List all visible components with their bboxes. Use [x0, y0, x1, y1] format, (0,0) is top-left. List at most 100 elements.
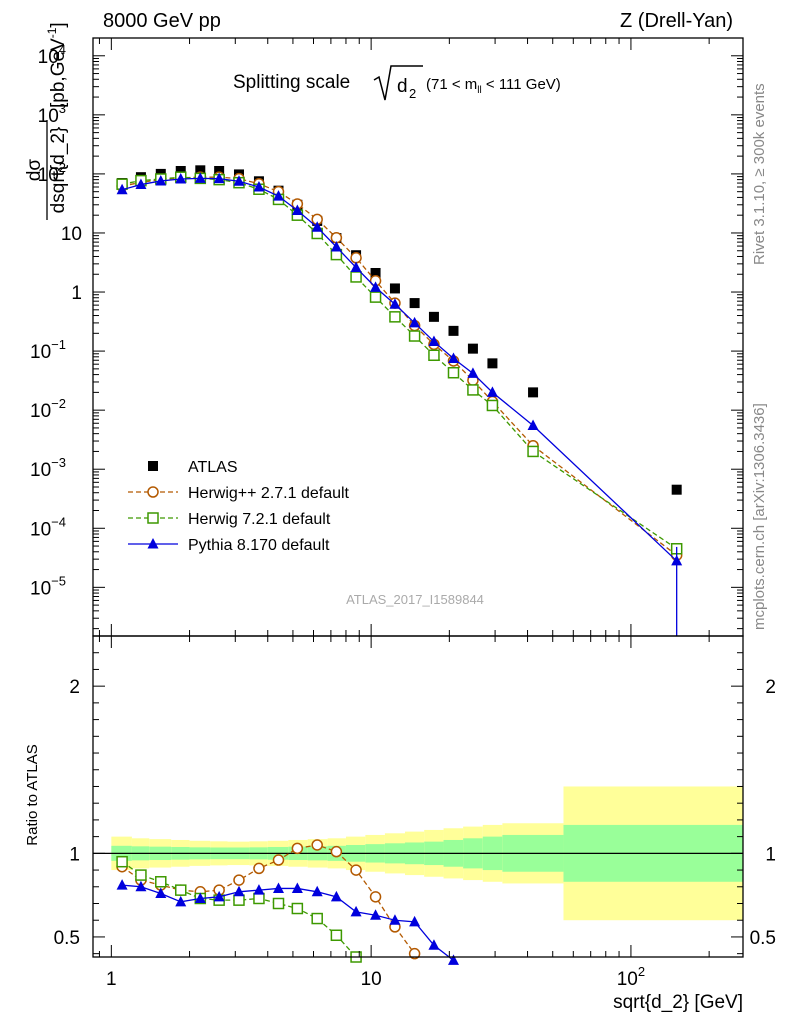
ratio-point	[330, 845, 343, 858]
main-point	[350, 261, 362, 273]
ratio-point	[428, 939, 440, 950]
main-point	[233, 175, 245, 186]
main-point	[389, 311, 401, 323]
y-tick-label: 10−3	[30, 455, 66, 481]
ratio-point	[155, 887, 167, 898]
ratio-point	[447, 954, 459, 965]
main-point	[527, 419, 539, 430]
legend-label: Herwig 7.2.1 default	[188, 511, 331, 528]
main-series-herwigpp	[116, 171, 683, 561]
main-point	[467, 384, 479, 396]
ratio-point	[116, 879, 128, 890]
plot-title: Splitting scale d 2 (71 < mll < 111 GeV)	[233, 65, 561, 101]
main-point	[447, 352, 459, 363]
xlabel: sqrt{d_2} [GeV]	[613, 992, 743, 1013]
ratio-point	[369, 891, 382, 903]
ratio-point	[116, 855, 128, 868]
ylabel-denominator: dsqrt{d_2}	[48, 127, 69, 214]
ratio-point	[135, 869, 147, 881]
plot-title-symbol: d	[397, 76, 408, 97]
ratio-point	[330, 890, 342, 902]
ratio-y-tick-label-left: 1	[69, 844, 80, 865]
y-tick-label: 10	[61, 224, 82, 245]
legend-marker	[147, 512, 159, 524]
main-point	[369, 291, 382, 303]
ratio-point	[272, 854, 285, 866]
ratio-frame	[92, 635, 744, 958]
main-point	[155, 174, 167, 186]
main-point	[135, 178, 147, 190]
ratio-point	[213, 890, 225, 902]
ratio-ylabel: Ratio to ATLAS	[24, 744, 41, 845]
ratio-point	[233, 894, 245, 906]
main-point	[214, 165, 225, 176]
main-point	[175, 172, 187, 184]
main-point	[409, 316, 421, 328]
ratio-point	[253, 892, 265, 905]
legend: ATLAS Herwig++ 2.7.1 default Herwig 7.2.1 …	[128, 459, 350, 554]
header-left: 8000 GeV pp	[103, 10, 221, 32]
main-point	[428, 335, 440, 347]
main-point	[428, 311, 439, 322]
plot-title-subscript: 2	[409, 86, 416, 101]
ratio-series-pythia	[116, 879, 459, 965]
main-series-line	[121, 177, 678, 562]
y-tick-label: 10−5	[30, 573, 66, 599]
ratio-point	[135, 880, 147, 892]
legend-label: ATLAS	[188, 459, 238, 476]
ratio-point	[311, 885, 323, 897]
main-series-pythia	[116, 172, 683, 566]
plot-title-main: Splitting scale	[233, 72, 350, 93]
header-right: Z (Drell-Yan)	[620, 10, 733, 32]
ratio-point	[273, 882, 285, 893]
main-point	[175, 165, 186, 176]
main-point	[486, 399, 499, 412]
ratio-series-line	[122, 884, 454, 961]
main-point	[428, 349, 440, 362]
side-label-mcplots: mcplots.cern.ch [arXiv:1306.3436]	[751, 403, 768, 630]
ratio-point	[291, 882, 303, 893]
ratio-y-tick-label-right: 0.5	[750, 928, 776, 949]
main-series-atlas	[117, 165, 682, 495]
main-point	[253, 181, 265, 192]
main-series-layer	[116, 165, 683, 636]
ratio-y-tick-label-right: 2	[765, 677, 776, 698]
ratio-point	[291, 842, 304, 855]
x-tick-label: 102	[617, 964, 645, 990]
y-tick-label: 1	[71, 283, 82, 304]
main-point	[291, 204, 303, 216]
x-tick-label: 1	[106, 969, 117, 990]
ylabel-numerator: dσ	[24, 159, 45, 182]
sqrt-symbol	[373, 65, 423, 101]
ratio-point	[311, 912, 323, 925]
main-point	[389, 298, 401, 309]
main-point	[486, 386, 498, 397]
ratio-point	[253, 862, 265, 875]
y-tick-label: 104	[38, 42, 66, 68]
main-series-line	[121, 176, 678, 550]
ratio-y-tick-label-left: 0.5	[54, 928, 80, 949]
watermark: ATLAS_2017_I1589844	[346, 592, 484, 607]
legend-marker	[147, 538, 159, 549]
main-point	[311, 221, 323, 232]
main-point	[273, 190, 285, 201]
main-point	[409, 298, 420, 309]
y-tick-label: 102	[38, 160, 66, 186]
plot-title-range: (71 < mll < 111 GeV)	[426, 76, 561, 96]
legend-label: Herwig++ 2.7.1 default	[188, 485, 350, 502]
y-tick-label: 10−2	[30, 396, 66, 422]
main-point	[370, 267, 381, 278]
x-tick-label: 10	[361, 969, 382, 990]
y-tick-label: 10−4	[30, 514, 66, 540]
main-point	[213, 172, 225, 184]
ratio-y-tick-label-right: 1	[765, 844, 776, 865]
ratio-point	[194, 892, 206, 903]
ratio-point	[253, 884, 265, 895]
main-point	[330, 240, 342, 252]
main-point	[467, 343, 478, 354]
ratio-point	[174, 884, 187, 896]
ratio-series-layer	[116, 839, 459, 965]
ratio-point	[175, 895, 187, 907]
